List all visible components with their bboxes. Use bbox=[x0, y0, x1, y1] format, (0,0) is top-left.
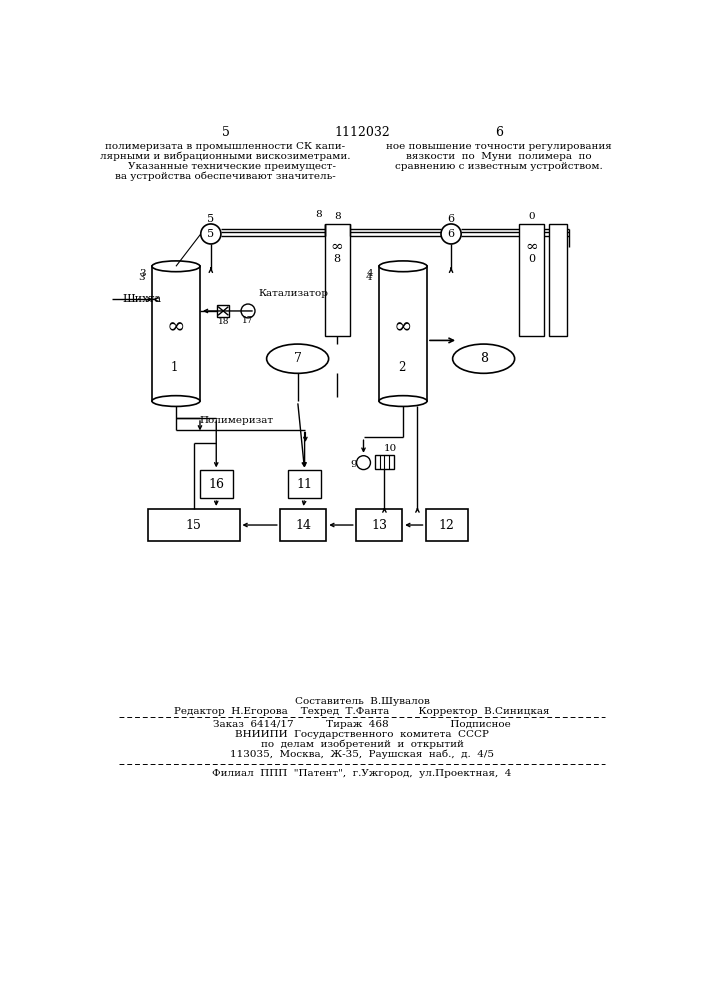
Bar bbox=[519, 224, 544, 336]
Text: 9: 9 bbox=[350, 460, 357, 469]
Text: 5: 5 bbox=[207, 214, 214, 224]
Text: ∞: ∞ bbox=[331, 240, 344, 254]
Text: 8: 8 bbox=[479, 352, 488, 365]
Text: Шихта: Шихта bbox=[122, 294, 162, 304]
Text: 6: 6 bbox=[448, 214, 455, 224]
Bar bbox=[379, 266, 427, 401]
Text: по  делам  изобретений  и  открытий: по делам изобретений и открытий bbox=[260, 740, 463, 749]
Text: ное повышение точности регулирования: ное повышение точности регулирования bbox=[386, 142, 612, 151]
Text: 4: 4 bbox=[366, 269, 373, 278]
Text: Филиал  ППП  "Патент",  г.Ужгород,  ул.Проектная,  4: Филиал ППП "Патент", г.Ужгород, ул.Проек… bbox=[212, 769, 512, 778]
Text: ВНИИПИ  Государственного  комитета  СССР: ВНИИПИ Государственного комитета СССР bbox=[235, 730, 489, 739]
Text: 6: 6 bbox=[448, 229, 455, 239]
Text: 8: 8 bbox=[334, 254, 341, 264]
Text: 0: 0 bbox=[528, 212, 535, 221]
Text: 8: 8 bbox=[334, 212, 341, 221]
Circle shape bbox=[241, 304, 255, 318]
Bar bbox=[426, 509, 468, 541]
Text: Указанные технические преимущест-: Указанные технические преимущест- bbox=[115, 162, 336, 171]
Text: 5: 5 bbox=[207, 229, 214, 239]
Text: Катализатор: Катализатор bbox=[259, 289, 329, 298]
Text: 0: 0 bbox=[528, 254, 535, 264]
Text: 7: 7 bbox=[293, 352, 302, 365]
Bar bbox=[325, 224, 349, 336]
Text: 12: 12 bbox=[439, 519, 455, 532]
Text: ва устройства обеспечивают значитель-: ва устройства обеспечивают значитель- bbox=[115, 171, 336, 181]
Circle shape bbox=[356, 456, 370, 470]
Text: 113035,  Москва,  Ж-35,  Раушская  наб.,  д.  4/5: 113035, Москва, Ж-35, Раушская наб., д. … bbox=[230, 750, 494, 759]
Text: Редактор  Н.Егорова    Техред  Т.Фанта         Корректор  В.Синицкая: Редактор Н.Егорова Техред Т.Фанта Коррек… bbox=[174, 707, 550, 716]
Text: ∞: ∞ bbox=[525, 240, 538, 254]
Text: Заказ  6414/17          Тираж  468                   Подписное: Заказ 6414/17 Тираж 468 Подписное bbox=[213, 720, 511, 729]
Ellipse shape bbox=[152, 396, 200, 406]
Text: 10: 10 bbox=[384, 444, 397, 453]
Text: 3: 3 bbox=[139, 269, 146, 278]
Text: 1112032: 1112032 bbox=[334, 126, 390, 139]
Text: 17: 17 bbox=[243, 316, 254, 325]
Text: Составитель  В.Шувалов: Составитель В.Шувалов bbox=[295, 697, 429, 706]
Text: 16: 16 bbox=[209, 478, 224, 491]
Bar bbox=[217, 305, 230, 317]
Bar bbox=[375, 455, 394, 469]
Bar bbox=[280, 509, 327, 541]
Text: 18: 18 bbox=[218, 317, 229, 326]
Text: ∞: ∞ bbox=[167, 316, 185, 338]
Ellipse shape bbox=[152, 261, 200, 272]
Bar bbox=[549, 224, 567, 336]
Text: 14: 14 bbox=[295, 519, 311, 532]
Bar bbox=[200, 470, 233, 498]
Text: Полимеризат: Полимеризат bbox=[199, 416, 274, 425]
Text: 3: 3 bbox=[139, 273, 145, 282]
Circle shape bbox=[201, 224, 221, 244]
Bar bbox=[152, 266, 200, 401]
Text: лярными и вибрационными вискозиметрами.: лярными и вибрационными вискозиметрами. bbox=[100, 151, 351, 161]
Text: вязкости  по  Муни  полимера  по: вязкости по Муни полимера по bbox=[407, 152, 592, 161]
Ellipse shape bbox=[379, 261, 427, 272]
Text: 13: 13 bbox=[371, 519, 387, 532]
Text: 2: 2 bbox=[398, 361, 405, 374]
Text: 6: 6 bbox=[495, 126, 503, 139]
Text: сравнению с известным устройством.: сравнению с известным устройством. bbox=[395, 162, 603, 171]
Text: 5: 5 bbox=[221, 126, 230, 139]
Ellipse shape bbox=[452, 344, 515, 373]
Bar bbox=[148, 509, 240, 541]
Ellipse shape bbox=[379, 396, 427, 406]
Text: 1: 1 bbox=[170, 361, 178, 374]
Text: ∞: ∞ bbox=[394, 316, 412, 338]
Text: 15: 15 bbox=[186, 519, 201, 532]
Text: полимеризата в промышленности СК капи-: полимеризата в промышленности СК капи- bbox=[105, 142, 346, 151]
Text: 11: 11 bbox=[297, 478, 312, 491]
Bar bbox=[288, 470, 321, 498]
Text: 8: 8 bbox=[315, 210, 322, 219]
Ellipse shape bbox=[267, 344, 329, 373]
Bar bbox=[356, 509, 402, 541]
Text: 4: 4 bbox=[366, 273, 373, 282]
Circle shape bbox=[441, 224, 461, 244]
